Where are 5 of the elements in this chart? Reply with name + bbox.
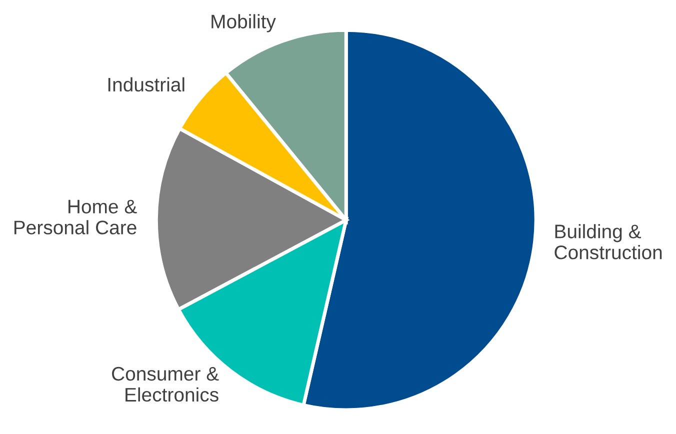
slice-label: Industrial (108, 77, 184, 92)
slice-label: Home & Personal Care (14, 200, 137, 234)
slice-label: Building & Construction (554, 224, 662, 260)
slice-label: Consumer & Electronics (112, 366, 219, 402)
slice-label: Mobility (212, 14, 276, 32)
